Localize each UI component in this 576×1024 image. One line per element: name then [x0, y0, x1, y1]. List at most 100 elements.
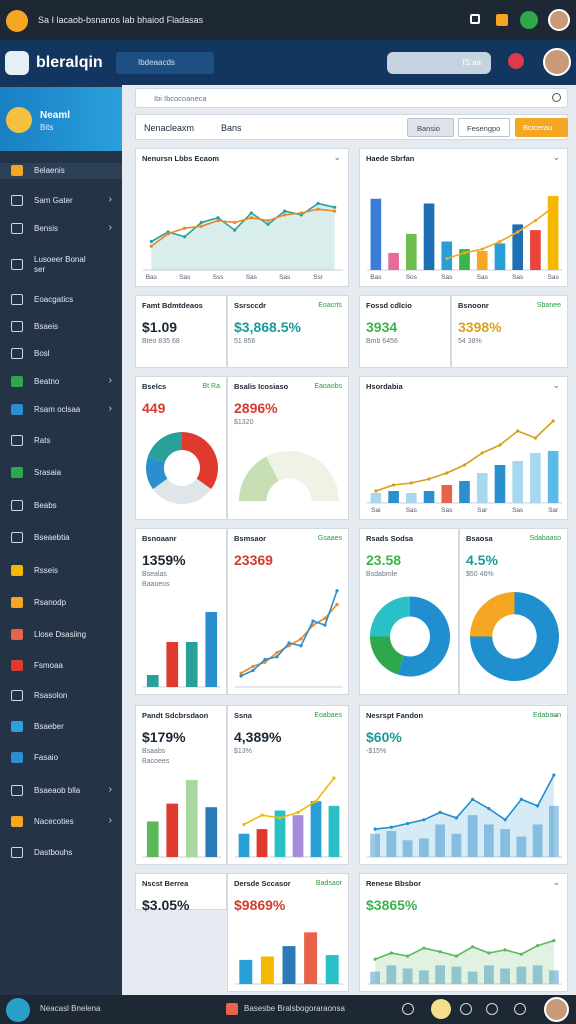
- nav-item[interactable]: Bseaebtia: [0, 530, 122, 546]
- header-button[interactable]: IS:aa: [387, 52, 491, 74]
- bar: [386, 830, 397, 857]
- line-point: [249, 216, 253, 220]
- nav-item[interactable]: Bsaeis: [0, 319, 122, 335]
- line-point: [183, 235, 187, 239]
- app-icon[interactable]: [6, 10, 28, 32]
- line: [375, 420, 554, 492]
- nav-icon: [11, 376, 23, 387]
- button[interactable]: Bansio: [407, 118, 454, 137]
- nav-item[interactable]: Beabs: [0, 498, 122, 514]
- button[interactable]: Fesengpo: [458, 118, 510, 137]
- footer-icon[interactable]: [6, 998, 30, 1022]
- nav-icon: [11, 404, 23, 415]
- chevron: ›: [108, 815, 112, 826]
- footer-avatar[interactable]: [544, 997, 569, 1022]
- donut-slice: [370, 596, 410, 637]
- card-aside: Eoacrts: [318, 302, 342, 309]
- card-title: Pandt Sdcbrsdaon: [142, 711, 209, 720]
- line-point: [391, 483, 396, 487]
- line-point: [299, 213, 303, 217]
- footer-icon[interactable]: [460, 1003, 472, 1015]
- card-aside: Sbanee: [536, 302, 561, 309]
- main-search[interactable]: Ibi Ibcocoaneca: [135, 88, 568, 108]
- line-point: [335, 589, 339, 593]
- nav-icon: [11, 721, 23, 732]
- menu-chevron[interactable]: ⌄: [552, 877, 560, 887]
- card: Dersde Sccasor Badsaor $9869%: [227, 873, 349, 992]
- nav-item[interactable]: Sam Gater ›: [0, 193, 122, 209]
- footer-icon[interactable]: [431, 999, 451, 1019]
- line-point: [389, 951, 393, 955]
- line-point: [438, 950, 442, 954]
- bar: [530, 230, 541, 270]
- notification-icon[interactable]: [508, 53, 524, 69]
- nav-item[interactable]: Srasaia: [0, 465, 122, 481]
- tool-icon[interactable]: [470, 14, 480, 24]
- toolbar: Nenacleaxm Bans Bansio Fesengpo Bcicerau: [135, 114, 568, 140]
- footer-icon[interactable]: [514, 1003, 526, 1015]
- line-point: [516, 429, 520, 433]
- nav-icon: [11, 500, 23, 511]
- nav-item[interactable]: Rsseis: [0, 563, 122, 579]
- calendar-icon[interactable]: [496, 14, 508, 26]
- footer-icon[interactable]: [402, 1003, 414, 1015]
- card-title: Famt Bdmtdeaos: [142, 301, 203, 310]
- card-aside: Gsaaes: [317, 535, 342, 542]
- x-tick-label: Sas: [441, 274, 453, 281]
- card: Ssrsccdr Eoacrts $3,868.5% 51 856: [227, 295, 349, 368]
- line-point: [516, 230, 520, 234]
- button[interactable]: Bcicerau: [515, 118, 568, 137]
- search-box[interactable]: Ibdeaacds: [116, 52, 214, 74]
- avatar[interactable]: [548, 9, 570, 31]
- chart: [367, 773, 562, 858]
- nav-item[interactable]: Eoacgatics: [0, 292, 122, 308]
- footer-icon[interactable]: [486, 1003, 498, 1015]
- nav-item[interactable]: Rsam oclsaa ›: [0, 402, 122, 418]
- nav-label: Sam Gater: [34, 196, 73, 205]
- status-icon[interactable]: [520, 11, 538, 29]
- menu-chevron[interactable]: ⌄: [552, 380, 560, 390]
- bar: [459, 481, 470, 503]
- refresh-icon[interactable]: [552, 93, 561, 102]
- nav-label: Fasaio: [34, 753, 59, 762]
- nav-item[interactable]: Beatno ›: [0, 374, 122, 390]
- footer-icon[interactable]: [226, 1003, 238, 1015]
- nav-item[interactable]: Llose Dsasiing: [0, 627, 122, 643]
- x-tick-label: Sos: [406, 274, 418, 281]
- line-point: [438, 810, 442, 814]
- nav-item[interactable]: Bsaeber: [0, 719, 122, 735]
- card: Bsaosa Sdabaaso 4.5% $50 46%: [459, 528, 568, 695]
- x-tick-label: Sas: [279, 274, 291, 281]
- chart: [370, 596, 450, 677]
- nav-item[interactable]: Rsanodp: [0, 595, 122, 611]
- nav-item[interactable]: Dastbouhs: [0, 845, 122, 861]
- card-value: 3398%: [458, 319, 502, 335]
- tab[interactable]: Nenacleaxm: [144, 123, 195, 133]
- nav-item[interactable]: Rsasolon: [0, 688, 122, 704]
- card: Bselcs Bt Ra 449: [135, 376, 227, 520]
- menu-chevron[interactable]: ⌄: [552, 152, 560, 162]
- line-point: [373, 827, 377, 831]
- tab[interactable]: Bans: [221, 123, 242, 133]
- nav-item[interactable]: Belaenis: [0, 163, 122, 179]
- nav-item[interactable]: Bensis ›: [0, 221, 122, 237]
- logo[interactable]: [5, 51, 29, 75]
- x-tick-label: Sss: [213, 274, 225, 281]
- nav-item[interactable]: Bsaeaob blla ›: [0, 783, 122, 799]
- menu-chevron[interactable]: ⌄: [333, 152, 341, 162]
- card-value: 2896%: [234, 400, 278, 416]
- nav-item[interactable]: Lusoeer Bonal ser: [0, 255, 122, 274]
- line-point: [299, 637, 303, 641]
- header: bleralqin Ibdeaacds IS:aa: [0, 40, 576, 85]
- nav-item[interactable]: Rats: [0, 433, 122, 449]
- nav-item[interactable]: Fsmoaa: [0, 658, 122, 674]
- nav-item[interactable]: Bosl: [0, 346, 122, 362]
- donut-slice: [470, 592, 559, 681]
- menu-chevron[interactable]: ⌄: [552, 709, 560, 719]
- profile-card[interactable]: Neaml Bits: [0, 87, 122, 151]
- line-point: [299, 211, 303, 215]
- line-point: [406, 821, 410, 826]
- nav-item[interactable]: Nacecoties ›: [0, 814, 122, 830]
- nav-item[interactable]: Fasaio: [0, 750, 122, 766]
- user-avatar[interactable]: [543, 48, 571, 76]
